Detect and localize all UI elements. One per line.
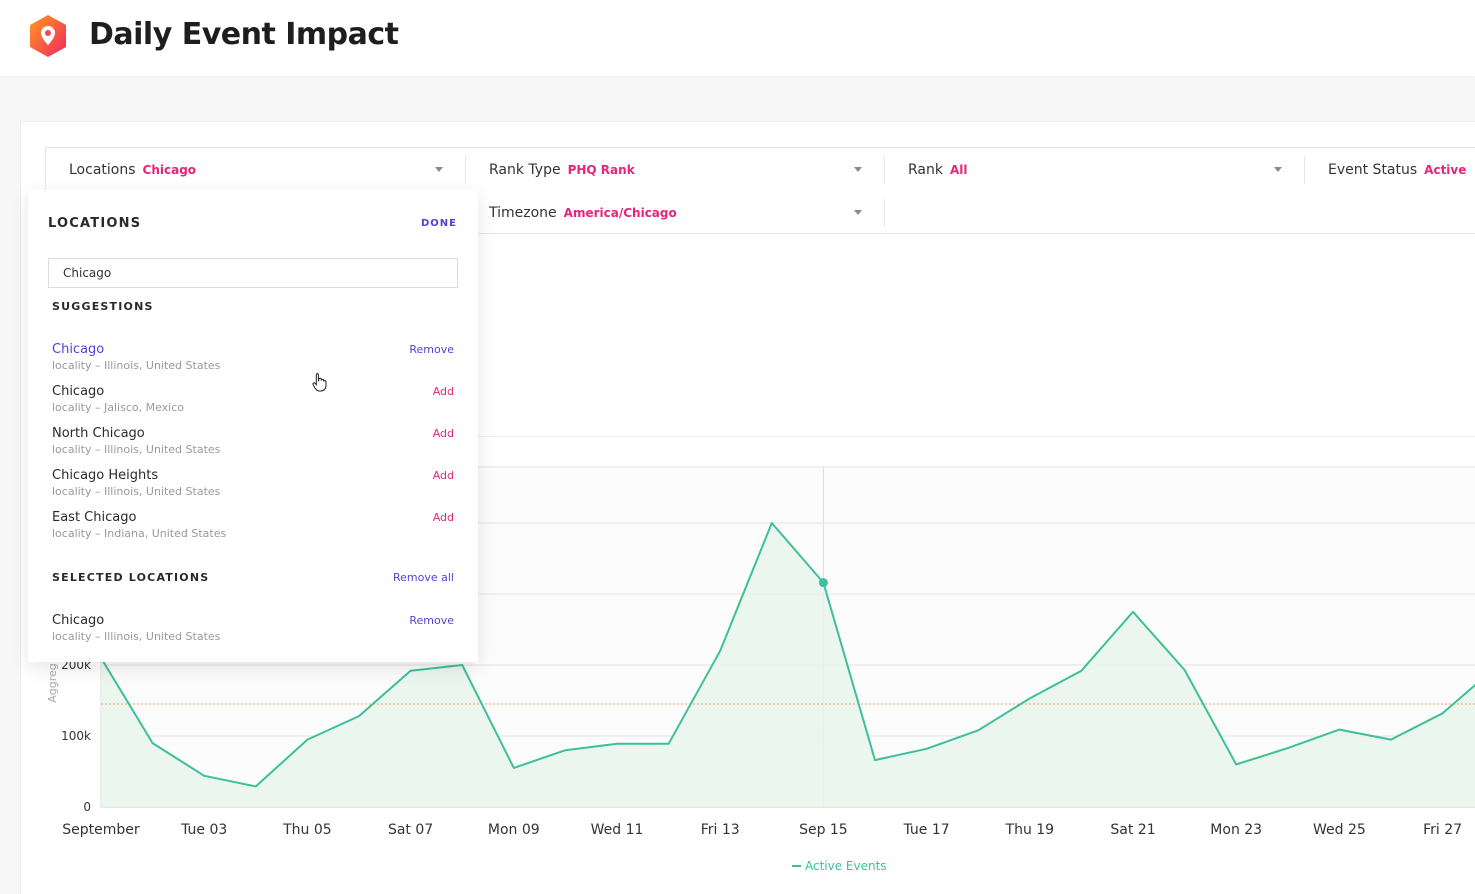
x-tick-label: Wed 11 bbox=[591, 822, 644, 838]
filter-label: Rank Type bbox=[489, 161, 561, 178]
x-tick-label: Mon 23 bbox=[1210, 822, 1262, 838]
divider bbox=[465, 156, 466, 184]
chevron-down-icon bbox=[854, 210, 862, 215]
x-tick-label: Tue 03 bbox=[180, 822, 227, 838]
suggestion-item[interactable]: Chicago locality – Jalisco, Mexico Add bbox=[52, 384, 454, 420]
filter-value: Chicago bbox=[142, 162, 197, 177]
add-button[interactable]: Add bbox=[432, 427, 454, 440]
y-axis-label: Aggreg bbox=[46, 663, 59, 703]
filter-locations[interactable]: Locations Chicago bbox=[69, 148, 469, 191]
location-name: Chicago bbox=[52, 613, 105, 628]
suggestion-item[interactable]: Chicago Heights locality – Illinois, Uni… bbox=[52, 468, 454, 504]
filter-event-status[interactable]: Event Status Active bbox=[1328, 148, 1475, 191]
hand-cursor-icon bbox=[312, 373, 327, 392]
add-button[interactable]: Add bbox=[432, 469, 454, 482]
x-tick-label: Fri 13 bbox=[701, 822, 740, 838]
legend-label: Active Events bbox=[805, 859, 887, 873]
x-tick-label: September bbox=[62, 822, 140, 838]
filter-label: Timezone bbox=[489, 204, 557, 221]
location-name[interactable]: North Chicago bbox=[52, 426, 145, 441]
remove-button[interactable]: Remove bbox=[409, 614, 454, 627]
filter-value: All bbox=[949, 162, 968, 177]
filter-label: Locations bbox=[69, 161, 136, 178]
dropdown-title: LOCATIONS bbox=[48, 216, 142, 231]
chevron-down-icon bbox=[1274, 167, 1282, 172]
location-type: locality – Jalisco, Mexico bbox=[52, 401, 185, 414]
y-tick-label: 100k bbox=[61, 729, 91, 743]
add-button[interactable]: Add bbox=[432, 511, 454, 524]
location-type: locality – Illinois, United States bbox=[52, 443, 221, 456]
series-area bbox=[101, 523, 1475, 807]
location-name[interactable]: Chicago bbox=[52, 342, 105, 357]
location-type: locality – Indiana, United States bbox=[52, 527, 227, 540]
location-type: locality – Illinois, United States bbox=[52, 359, 221, 372]
suggestions-heading: SUGGESTIONS bbox=[52, 300, 154, 313]
x-tick-label: Sat 07 bbox=[388, 822, 433, 838]
x-tick-label: Sat 21 bbox=[1110, 822, 1155, 838]
x-tick-label: Wed 25 bbox=[1313, 822, 1366, 838]
filter-label: Rank bbox=[908, 161, 943, 178]
divider bbox=[884, 156, 885, 184]
divider bbox=[884, 199, 885, 227]
filter-value: America/Chicago bbox=[563, 205, 677, 220]
location-name[interactable]: East Chicago bbox=[52, 510, 137, 525]
filter-bar: Locations Chicago Rank Type PHQ Rank Ran… bbox=[45, 147, 1475, 234]
location-name[interactable]: Chicago bbox=[52, 384, 105, 399]
highlight-point bbox=[818, 578, 828, 588]
location-name[interactable]: Chicago Heights bbox=[52, 468, 159, 483]
add-button[interactable]: Add bbox=[432, 385, 454, 398]
location-type: locality – Illinois, United States bbox=[52, 630, 221, 643]
filter-rank[interactable]: Rank All bbox=[908, 148, 1308, 191]
suggestion-item[interactable]: Chicago locality – Illinois, United Stat… bbox=[52, 342, 454, 378]
filter-rank-type[interactable]: Rank Type PHQ Rank bbox=[489, 148, 889, 191]
x-tick-label: Thu 05 bbox=[282, 822, 332, 838]
chevron-down-icon bbox=[854, 167, 862, 172]
x-tick-label: Sep 15 bbox=[799, 822, 848, 838]
remove-button[interactable]: Remove bbox=[409, 343, 454, 356]
location-type: locality – Illinois, United States bbox=[52, 485, 221, 498]
x-tick-label: Fri 27 bbox=[1423, 822, 1462, 838]
remove-all-button[interactable]: Remove all bbox=[393, 571, 454, 584]
chevron-down-icon bbox=[435, 167, 443, 172]
logo-icon bbox=[30, 15, 66, 57]
selected-locations-heading: SELECTED LOCATIONS bbox=[52, 571, 210, 584]
x-tick-label: Thu 19 bbox=[1005, 822, 1055, 838]
suggestion-item[interactable]: East Chicago locality – Indiana, United … bbox=[52, 510, 454, 546]
filter-value: PHQ Rank bbox=[567, 162, 635, 177]
page-title: Daily Event Impact bbox=[89, 17, 399, 52]
series-line bbox=[100, 522, 1475, 788]
filter-value: Active bbox=[1424, 162, 1467, 177]
divider bbox=[1304, 156, 1305, 184]
app-header: Daily Event Impact bbox=[0, 0, 1475, 76]
x-tick-label: Tue 17 bbox=[903, 822, 950, 838]
selected-location-item: Chicago locality – Illinois, United Stat… bbox=[52, 613, 454, 649]
x-tick-label: Mon 09 bbox=[488, 822, 540, 838]
location-search-input[interactable] bbox=[48, 258, 458, 288]
filter-timezone[interactable]: Timezone America/Chicago bbox=[489, 191, 889, 234]
done-button[interactable]: DONE bbox=[420, 218, 457, 229]
locations-dropdown: LOCATIONS DONE SUGGESTIONS Chicago local… bbox=[28, 190, 478, 662]
y-tick-label: 0 bbox=[83, 800, 91, 814]
filter-label: Event Status bbox=[1328, 161, 1418, 178]
suggestion-item[interactable]: North Chicago locality – Illinois, Unite… bbox=[52, 426, 454, 462]
